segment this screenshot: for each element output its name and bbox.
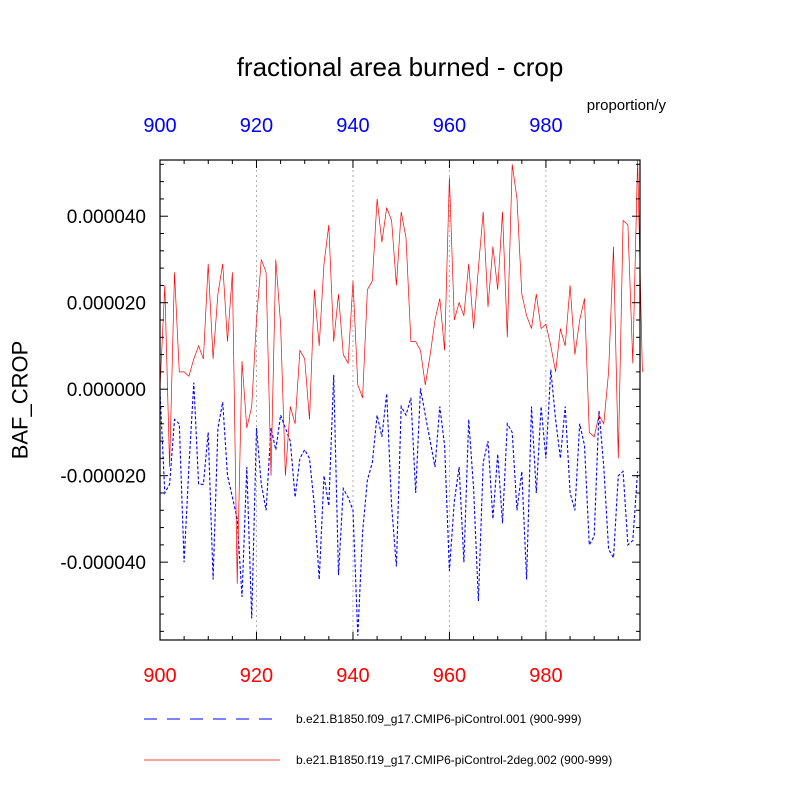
units-label: proportion/y — [587, 97, 667, 114]
y-tick-label: -0.000040 — [60, 553, 146, 574]
x-tick-label-top: 960 — [433, 115, 466, 137]
y-tick-label: -0.000020 — [60, 467, 146, 488]
plot-lines — [159, 159, 643, 636]
legend-label-1: b.e21.B1850.f09_g17.CMIP6-piControl.001 … — [296, 712, 582, 726]
grid-lines — [255, 160, 547, 640]
y-tick-label: 0.000000 — [67, 380, 146, 401]
x-tick-label-top: 980 — [529, 115, 562, 137]
x-tick-label-bottom: 940 — [336, 665, 369, 687]
x-tick-label-top: 920 — [240, 115, 273, 137]
y-axis-label: BAF_CROP — [8, 341, 33, 460]
x-tick-label-bottom: 900 — [143, 665, 176, 687]
legend-label-2: b.e21.B1850.f19_g17.CMIP6-piControl-2deg… — [296, 753, 612, 767]
series-line-1 — [159, 369, 639, 636]
x-tick-label-bottom: 980 — [529, 665, 562, 687]
y-tick-label: 0.000020 — [67, 294, 146, 315]
x-tick-label-bottom: 960 — [433, 665, 466, 687]
series-line-2 — [159, 159, 643, 584]
plot-frame — [159, 159, 641, 641]
y-tick-label: 0.000040 — [67, 207, 146, 228]
plot-axes: 900 900 920 920 940 940 960 960 980 980 0.000040 0.… — [60, 115, 641, 687]
x-tick-label-top: 900 — [143, 115, 176, 137]
x-tick-label-bottom: 920 — [240, 665, 273, 687]
chart-title: fractional area burned - crop — [237, 52, 564, 82]
legend: b.e21.B1850.f09_g17.CMIP6-piControl.001 … — [144, 712, 612, 767]
x-tick-label-top: 940 — [336, 115, 369, 137]
